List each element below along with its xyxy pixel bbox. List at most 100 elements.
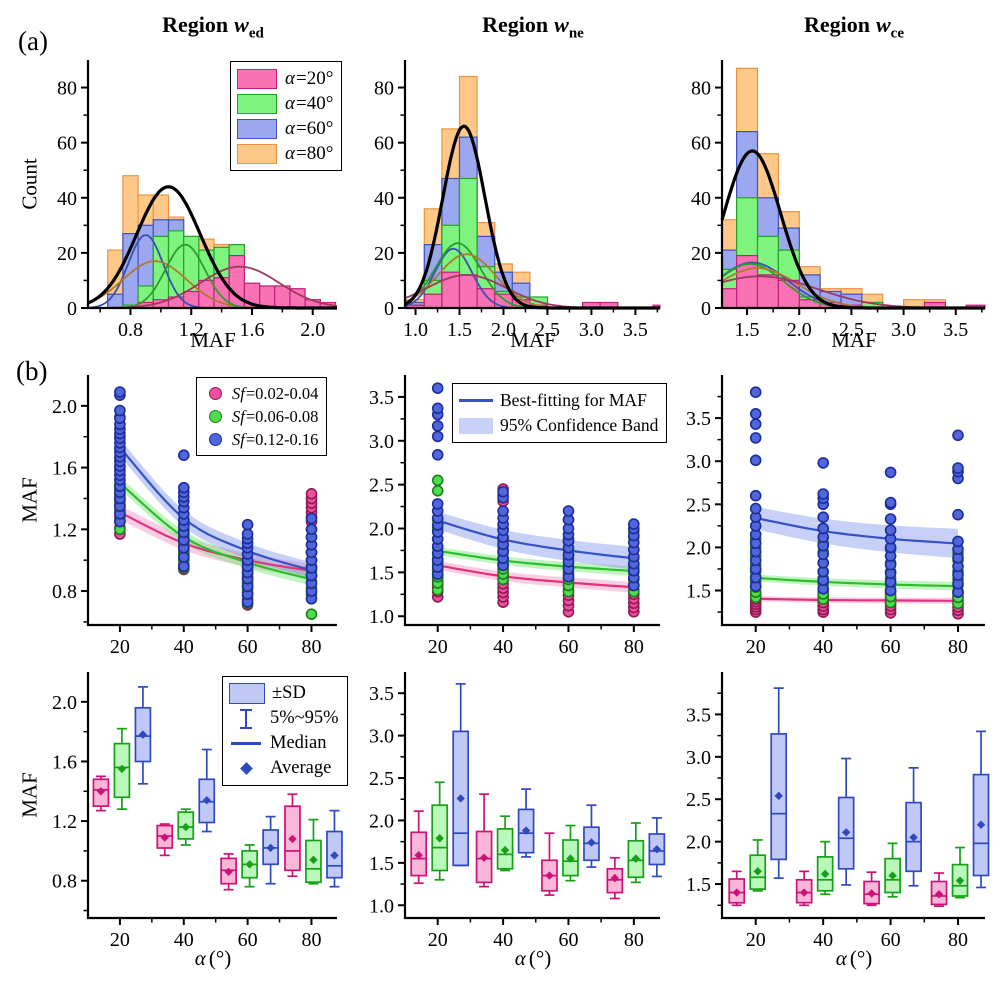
legend-label: α=60° [285, 118, 334, 139]
scatter-point [431, 484, 444, 497]
confidence-band [437, 511, 634, 570]
box-wce-plot: 20 40 60 80 1.5 2.0 2.5 3.0 3.5 [686, 672, 990, 951]
box-wne-plot: 20 40 60 80 1.0 1.5 2.0 2.5 3.0 3.5 [369, 672, 666, 951]
scatter-wne-plot: 20 40 60 80 1.0 1.5 2.0 2.5 3.0 3.5 [369, 375, 660, 658]
y-tick-label: 0 [384, 298, 394, 320]
y-tick-label: 2.0 [369, 810, 394, 832]
mean-diamond [587, 838, 596, 847]
legend-fit: Best-fitting for MAF 95% Confidence Band [452, 383, 668, 443]
y-tick-label: 1.5 [686, 874, 711, 896]
scatter-point [178, 449, 190, 462]
axis-line [403, 672, 660, 920]
x-tick-label: 60 [881, 929, 901, 951]
box-wed-plot: 20 40 60 80 0.8 1.2 1.6 2.0 [52, 672, 343, 951]
y-tick-label: 2.5 [686, 789, 711, 811]
y-tick-label: 3.0 [369, 726, 394, 748]
scatter-point [114, 404, 126, 417]
scatter-point [178, 560, 190, 573]
scatter-wed-axes: 20 40 60 80 0.8 1.2 1.6 2.0 [52, 375, 337, 658]
x-tick-label: 60 [238, 636, 258, 658]
histogram-bar [423, 293, 443, 309]
y-tick-label: 1.5 [369, 562, 394, 584]
scatter-point [884, 524, 897, 537]
mean-diamond [414, 851, 423, 860]
scatter-point [749, 386, 762, 399]
mean-diamond [820, 869, 830, 879]
scatter-point [431, 382, 444, 395]
hist-wce-axes: 1.5 2.0 2.5 3.0 3.5 0 20 40 60 80 [691, 60, 985, 341]
x-tick-label: 60 [881, 636, 901, 658]
x-tick-label: 2.0 [300, 319, 325, 341]
mean-diamond [160, 833, 169, 842]
x-tick-label: 2.0 [787, 319, 812, 341]
mean-diamond [202, 796, 211, 805]
scatter-point [431, 498, 444, 510]
scatter-wne-fit-lines [437, 519, 634, 589]
y-tick-label: 60 [691, 133, 711, 155]
scatter-point [817, 457, 830, 469]
y-tick-label: 40 [691, 188, 711, 210]
mean-diamond [888, 871, 897, 880]
hist-wne-plot: 1.0 1.5 2.0 2.5 3.0 3.5 0 20 40 60 80 [374, 60, 661, 341]
legend-item-bestfit: Best-fitting for MAF [459, 388, 658, 413]
y-tick-label: 2.0 [369, 519, 394, 541]
y-tick-label: 20 [57, 243, 77, 265]
scatter-point [305, 608, 318, 621]
x-tick-label: 2.5 [839, 319, 864, 341]
x-tick-label: 2.5 [535, 319, 560, 341]
scatter-point [305, 487, 318, 500]
y-tick-label: 3.5 [369, 683, 394, 705]
fit-line [119, 482, 312, 581]
fit-line [119, 446, 312, 572]
scatter-point [305, 512, 318, 525]
x-axis-label-maf-2: MAF [510, 328, 556, 352]
legend-item-sf-mid: Sf=0.06-0.08 [203, 405, 318, 428]
legend-item-alpha-40: α=40° [237, 91, 333, 116]
histogram-bar [476, 288, 496, 309]
hist-wne-axes: 1.0 1.5 2.0 2.5 3.0 3.5 0 20 40 60 80 [374, 60, 660, 341]
panel-label-a: (a) [18, 26, 48, 56]
x-tick-label: 60 [238, 929, 258, 951]
scatter-wce-axes: 20 40 60 80 1.5 2.0 2.5 3.0 3.5 [686, 375, 985, 658]
y-tick-label: 0 [67, 298, 77, 320]
x-tick-label: 80 [948, 636, 968, 658]
scatter-wed-plot: 20 40 60 80 0.8 1.2 1.6 2.0 [52, 375, 337, 658]
x-tick-label: 1.2 [179, 319, 204, 341]
y-axis-label-maf-scatter: MAF [17, 477, 42, 523]
median-line-icon [229, 742, 263, 745]
legend-label: ±SD [272, 683, 306, 703]
legend-label: 5%~95% [270, 708, 339, 728]
mean-diamond [909, 833, 918, 842]
mean-diamond [309, 855, 318, 865]
y-tick-label: 2.0 [52, 396, 77, 418]
legend-item-sf-low: Sf=0.02-0.04 [203, 382, 318, 405]
x-axis-label-alpha-3: α (°) [835, 946, 873, 970]
axis-line [86, 672, 337, 920]
histogram-bar [798, 299, 821, 309]
panel-label-b: (b) [16, 356, 48, 386]
scatter-point [884, 466, 897, 479]
y-tick-label: 60 [57, 133, 77, 155]
alpha-60-swatch-icon [237, 118, 277, 139]
mean-diamond [566, 854, 575, 863]
y-tick-label: 2.5 [369, 768, 394, 790]
x-tick-label: 40 [174, 636, 194, 658]
y-tick-label: 2.5 [369, 475, 394, 497]
scatter-point [749, 407, 762, 420]
y-tick-label: 1.2 [52, 811, 77, 833]
plot-title-wce: Region wce [803, 12, 905, 42]
legend-label: Average [270, 758, 332, 778]
fit-line [755, 517, 959, 545]
scatter-point [817, 511, 830, 524]
y-tick-label: 2.5 [686, 494, 711, 516]
y-tick-label: 1.2 [52, 519, 77, 541]
mean-diamond [521, 826, 531, 835]
x-tick-label: 1.0 [403, 319, 428, 341]
y-tick-label: 0 [701, 298, 711, 320]
plot-title-wed: Region wed [162, 12, 264, 42]
mean-diamond [288, 834, 297, 844]
mean-diamond [934, 890, 944, 899]
scatter-point [749, 489, 762, 502]
